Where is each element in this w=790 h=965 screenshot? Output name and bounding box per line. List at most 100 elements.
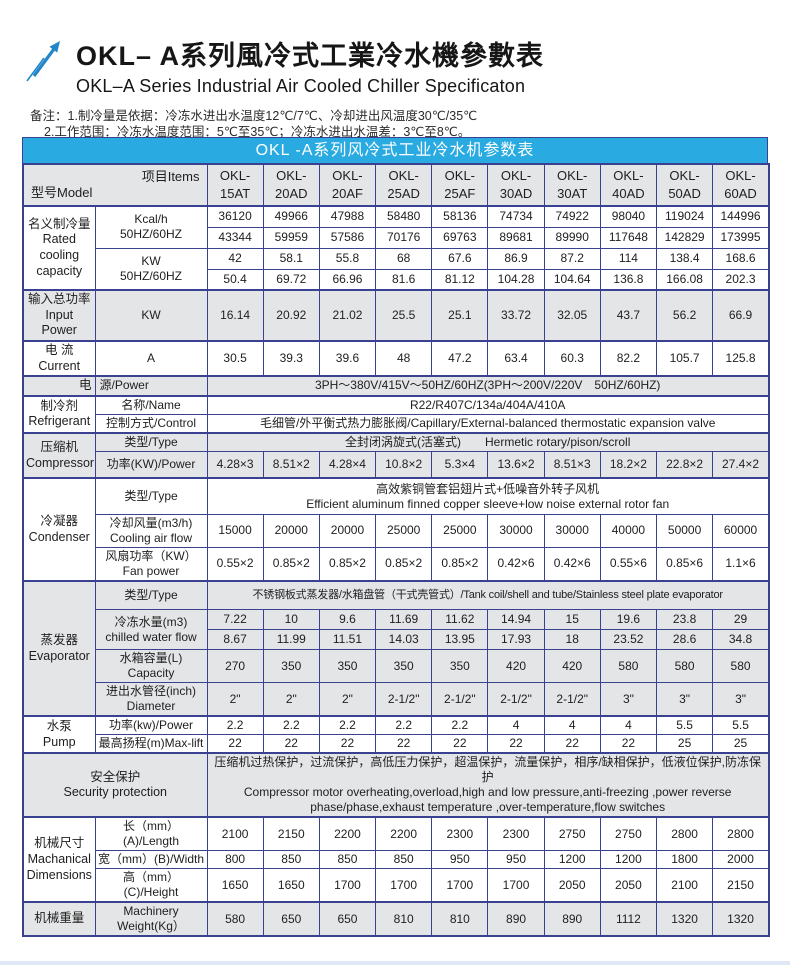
table-row: 控制方式/Control 毛细管/外平衡式热力膨胀阀/Capillary/Exte… <box>23 413 770 434</box>
value-cell: 14.03 <box>375 629 433 651</box>
value-cell: 82.2 <box>599 339 658 377</box>
value-cell: 10.8×2 <box>375 450 433 479</box>
table-row: 50.4 69.72 66.96 81.6 81.12 104.28 104.64 136.8… <box>23 268 770 291</box>
table-row: 冷冻水量(m3) chilled water flow 7.22 10 9.6 11.69… <box>23 609 770 651</box>
label-cell: 电 流 Current <box>22 339 96 377</box>
value-cell: 3" <box>655 682 714 717</box>
value-cell: 11.69 <box>375 609 433 631</box>
value-cell: 142829 <box>655 226 714 249</box>
value-cell: 2150 <box>712 868 770 903</box>
value-cell: 1112 <box>599 901 658 937</box>
value-cell: 0.85×6 <box>655 546 714 582</box>
value-cell: 2750 <box>599 816 658 852</box>
value-cell: 4 <box>599 715 658 736</box>
value-cell: 15 <box>543 609 601 631</box>
value-cell: 9.6 <box>318 609 377 631</box>
value-cell: 2300 <box>431 816 489 852</box>
merged-cell: 毛细管/外平衡式热力膨胀阀/Capillary/External-balance… <box>206 413 770 434</box>
value-cell: 0.85×2 <box>262 546 320 582</box>
model-header-cell: OKL- 60AD <box>712 163 770 207</box>
value-cell: 5.5 <box>712 715 770 736</box>
merged-cell: 全封闭涡旋式(活塞式) Hermetic rotary/pison/scroll <box>206 431 770 452</box>
spec-table: 型号Model 项目Items OKL- 15AT OKL- 20AD OKL- 20AF OK… <box>22 163 770 938</box>
page-title-zh: OKL– A系列風冷式工業冷水機參數表 <box>76 41 545 71</box>
table-row: 电源/Power 3PH～380V/415V～50HZ/60HZ(3PH～200V… <box>22 375 770 397</box>
value-cell: 11.51 <box>318 629 377 651</box>
table-row: 机械重量 Machinery Weight(Kg） 580 650 650 810 810 89… <box>22 901 770 937</box>
value-cell: 22 <box>431 734 489 754</box>
value-cell: 22.8×2 <box>655 450 714 479</box>
item-cell: 控制方式/Control <box>94 413 208 434</box>
value-cell: 81.12 <box>431 268 489 291</box>
value-cell: 0.55×6 <box>599 546 658 582</box>
value-cell: 650 <box>262 901 320 937</box>
value-cell: 22 <box>262 734 320 754</box>
value-cell: 15000 <box>206 513 264 548</box>
table-row: 水箱容量(L) Capacity 270 350 350 350 350 420 420 580 5… <box>23 649 770 684</box>
value-cell: 1700 <box>431 868 489 903</box>
item-cell: 冷冻水量(m3) chilled water flow <box>94 609 208 651</box>
merged-cell: R22/R407C/134a/404A/410A <box>206 394 770 415</box>
label-cell: 制冷剂 Refrigerant <box>22 394 96 434</box>
value-cell: 23.8 <box>655 609 714 631</box>
value-cell: 25.5 <box>375 289 433 342</box>
value-cell: 22 <box>487 734 545 754</box>
value-cell: 270 <box>206 649 264 684</box>
value-cell: 2.2 <box>318 715 377 736</box>
item-cell: 类型/Type <box>94 431 208 452</box>
value-cell: 1.1×6 <box>712 546 770 582</box>
value-cell: 55.8 <box>318 247 377 270</box>
value-cell: 2200 <box>318 816 377 852</box>
value-cell: 59959 <box>262 226 320 249</box>
value-cell: 4 <box>487 715 545 736</box>
note-line: 2.工作范围：冷冻水温度范围：5℃至35℃；冷冻水进出水温差：3℃至8℃。 <box>44 125 471 139</box>
value-cell: 70176 <box>375 226 433 249</box>
value-cell: 8.51×2 <box>262 450 320 479</box>
table-row: 电 流 Current A 30.5 39.3 39.6 48 47.2 63.4 60.3 82.… <box>22 339 770 377</box>
value-cell: 350 <box>318 649 377 684</box>
value-cell: 28.6 <box>655 629 714 651</box>
value-cell: 4 <box>543 715 601 736</box>
table-row: 压缩机 Compressor 类型/Type 全封闭涡旋式(活塞式) Hermetic… <box>22 431 770 479</box>
value-cell: 420 <box>543 649 601 684</box>
page-title-en: OKL–A Series Industrial Air Cooled Chill… <box>76 76 526 96</box>
value-cell: 68 <box>375 247 433 270</box>
value-cell: 58480 <box>375 205 433 228</box>
value-cell: 32.05 <box>543 289 601 342</box>
value-cell: 57586 <box>318 226 377 249</box>
item-cell: 高（mm）(C)/Height <box>94 868 208 903</box>
value-cell: 18 <box>543 629 601 651</box>
item-cell: 功率(KW)/Power <box>94 450 208 479</box>
model-header-cell: OKL- 25AD <box>375 163 433 207</box>
table-row: 高（mm）(C)/Height 1650 1650 1700 1700 1700 1700 2… <box>23 868 770 903</box>
value-cell: 2-1/2" <box>487 682 545 717</box>
corner-cell: 型号Model 项目Items <box>22 163 208 207</box>
value-cell: 29 <box>712 609 770 631</box>
value-cell: 17.93 <box>487 629 545 651</box>
value-cell: 168.6 <box>712 247 770 270</box>
corner-items-label: 项目Items <box>141 169 200 184</box>
value-cell: 23.52 <box>599 629 658 651</box>
model-header-cell: OKL- 25AF <box>431 163 489 207</box>
value-cell: 10 <box>262 609 320 631</box>
value-cell: 173995 <box>712 226 770 249</box>
value-cell: 13.95 <box>431 629 489 651</box>
page-header: OKL– A系列風冷式工業冷水機參數表 OKL–A Series Industr… <box>24 34 790 97</box>
value-cell: 1320 <box>712 901 770 937</box>
value-cell: 2100 <box>655 868 714 903</box>
value-cell: 33.72 <box>487 289 545 342</box>
value-cell: 2-1/2" <box>431 682 489 717</box>
value-cell: 58136 <box>431 205 489 228</box>
label-cell: 压缩机 Compressor <box>22 431 96 479</box>
value-cell: 0.42×6 <box>543 546 601 582</box>
value-cell: 30.5 <box>206 339 264 377</box>
value-cell: 580 <box>599 649 658 684</box>
label-cell: 名义制冷量 Rated cooling capacity <box>22 205 96 291</box>
value-cell: 81.6 <box>375 268 433 291</box>
value-cell: 49966 <box>262 205 320 228</box>
item-cell: 类型/Type <box>94 477 208 515</box>
model-header-cell: OKL- 30AD <box>487 163 545 207</box>
value-cell: 43.7 <box>599 289 658 342</box>
value-cell: 11.99 <box>262 629 320 651</box>
value-cell: 30000 <box>487 513 545 548</box>
